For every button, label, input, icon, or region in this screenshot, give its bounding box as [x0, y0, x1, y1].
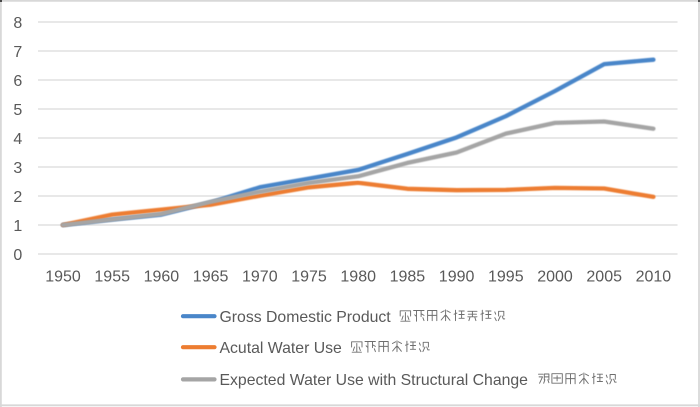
svg-text:3: 3: [13, 160, 22, 177]
svg-text:1970: 1970: [242, 268, 278, 285]
svg-text:1960: 1960: [144, 268, 180, 285]
svg-text:2005: 2005: [586, 268, 622, 285]
svg-text:5: 5: [13, 102, 22, 119]
svg-text:1: 1: [13, 218, 22, 235]
svg-text:Gross Domestic Product: Gross Domestic Product: [220, 309, 392, 326]
svg-text:1965: 1965: [193, 268, 229, 285]
svg-text:1980: 1980: [340, 268, 376, 285]
svg-text:1985: 1985: [390, 268, 426, 285]
svg-text:2010: 2010: [636, 268, 672, 285]
svg-text:1995: 1995: [488, 268, 524, 285]
svg-text:2000: 2000: [537, 268, 573, 285]
svg-text:1975: 1975: [291, 268, 327, 285]
svg-text:4: 4: [13, 131, 22, 148]
svg-text:1950: 1950: [45, 268, 81, 285]
svg-text:Expected Water Use with Struct: Expected Water Use with Structural Chang…: [220, 372, 529, 389]
svg-text:8: 8: [13, 15, 22, 32]
svg-text:1990: 1990: [439, 268, 475, 285]
svg-text:1955: 1955: [94, 268, 130, 285]
svg-text:7: 7: [13, 44, 22, 61]
svg-text:2: 2: [13, 189, 22, 206]
svg-text:Acutal Water Use: Acutal Water Use: [220, 340, 343, 357]
svg-text:0: 0: [13, 247, 22, 264]
svg-text:6: 6: [13, 73, 22, 90]
